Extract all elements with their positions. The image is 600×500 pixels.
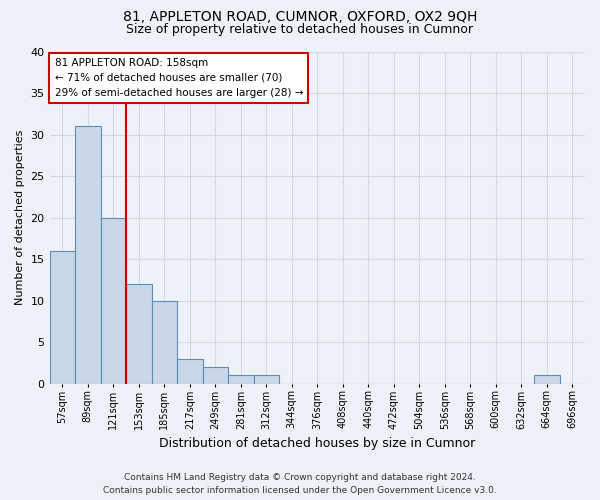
Bar	[50, 251, 75, 384]
Text: 81, APPLETON ROAD, CUMNOR, OXFORD, OX2 9QH: 81, APPLETON ROAD, CUMNOR, OXFORD, OX2 9…	[123, 10, 477, 24]
Bar	[177, 359, 203, 384]
Text: Size of property relative to detached houses in Cumnor: Size of property relative to detached ho…	[127, 22, 473, 36]
Bar	[101, 218, 126, 384]
Bar	[534, 376, 560, 384]
Text: 81 APPLETON ROAD: 158sqm
← 71% of detached houses are smaller (70)
29% of semi-d: 81 APPLETON ROAD: 158sqm ← 71% of detach…	[55, 58, 303, 98]
Bar	[126, 284, 152, 384]
Bar	[75, 126, 101, 384]
Bar	[228, 376, 254, 384]
Y-axis label: Number of detached properties: Number of detached properties	[15, 130, 25, 306]
X-axis label: Distribution of detached houses by size in Cumnor: Distribution of detached houses by size …	[159, 437, 475, 450]
Bar	[152, 300, 177, 384]
Text: Contains HM Land Registry data © Crown copyright and database right 2024.
Contai: Contains HM Land Registry data © Crown c…	[103, 473, 497, 495]
Bar	[203, 367, 228, 384]
Bar	[254, 376, 279, 384]
